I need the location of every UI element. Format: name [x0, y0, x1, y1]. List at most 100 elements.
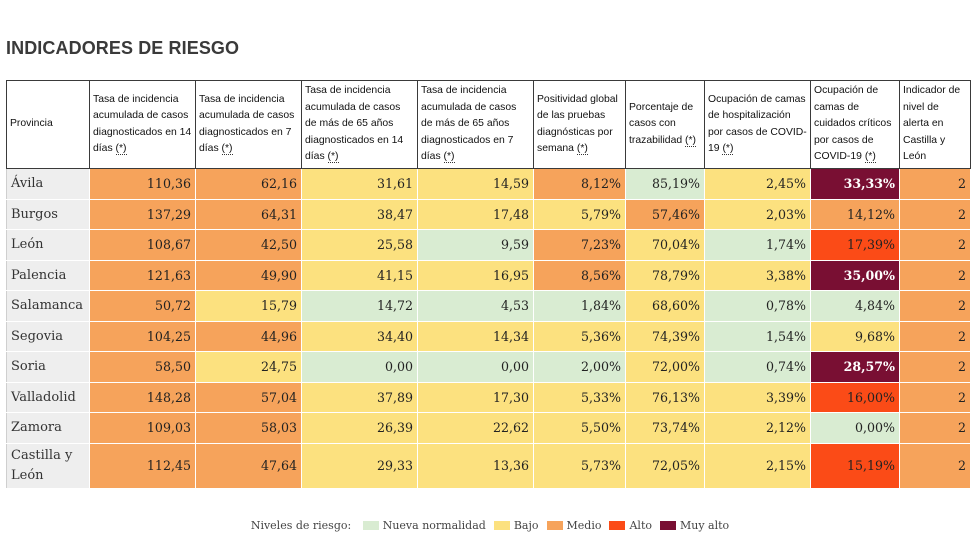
- indicator-cell: 14,34: [417, 320, 534, 352]
- province-name: Soria: [6, 351, 90, 383]
- footnote-link[interactable]: (*): [685, 134, 696, 147]
- column-header-2: Tasa de incidencia acumulada de casos di…: [195, 80, 302, 169]
- indicator-cell: 3,39%: [704, 381, 811, 413]
- legend-item-medio: Medio: [546, 519, 602, 532]
- footnote-link[interactable]: (*): [864, 151, 876, 164]
- table-row: Soria 58,50 24,75 0,00 0,00 2,00% 72,00% 0,74% 2…: [6, 351, 971, 383]
- risk-indicators-table: Provincia Tasa de incidencia acumulada de…: [6, 80, 971, 489]
- legend-swatch: [362, 521, 379, 530]
- column-header-3: Tasa de incidencia acumulada de casos de…: [301, 80, 418, 169]
- indicator-cell: 121,63: [89, 259, 196, 291]
- column-header-0: Provincia: [6, 80, 90, 169]
- table-row: Zamora 109,03 58,03 26,39 22,62 5,50% 73,74% 2,…: [6, 412, 971, 444]
- province-name: León: [6, 229, 90, 261]
- indicator-cell: 28,57%: [810, 351, 900, 383]
- indicator-cell: 72,00%: [625, 351, 705, 383]
- column-header-5: Positividad global de las pruebas diagnó…: [533, 80, 626, 169]
- indicator-cell: 22,62: [417, 412, 534, 444]
- indicator-cell: 14,72: [301, 290, 418, 322]
- legend-item-label: Nueva normalidad: [382, 519, 486, 532]
- column-header-6: Porcentaje de casos con trazabilidad (*): [625, 80, 705, 169]
- indicator-cell: 1,84%: [533, 290, 626, 322]
- indicator-cell: 137,29: [89, 198, 196, 230]
- indicator-cell: 42,50: [195, 229, 302, 261]
- indicator-cell: 2,12%: [704, 412, 811, 444]
- footnote-link[interactable]: (*): [443, 151, 455, 164]
- column-header-text: Ocupación de camas de cuidados críticos …: [814, 85, 892, 163]
- indicator-cell: 5,79%: [533, 198, 626, 230]
- indicator-cell: 85,19%: [625, 168, 705, 200]
- column-header-8: Ocupación de camas de cuidados críticos …: [810, 80, 900, 169]
- indicator-cell: 9,59: [417, 229, 534, 261]
- indicator-cell: 70,04%: [625, 229, 705, 261]
- indicator-cell: 68,60%: [625, 290, 705, 322]
- footnote-link[interactable]: (*): [576, 143, 588, 155]
- indicator-cell: 1,54%: [704, 320, 811, 352]
- indicator-cell: 62,16: [195, 168, 302, 200]
- indicator-cell: 5,73%: [533, 442, 626, 489]
- indicator-cell: 33,33%: [810, 168, 900, 200]
- indicator-cell: 24,75: [195, 351, 302, 383]
- indicator-cell: 110,36: [89, 168, 196, 200]
- indicator-cell: 8,56%: [533, 259, 626, 291]
- indicator-cell: 57,04: [195, 381, 302, 413]
- table-row: León 108,67 42,50 25,58 9,59 7,23% 70,04% 1,74%…: [6, 229, 971, 261]
- indicator-cell: 47,64: [195, 442, 302, 489]
- indicator-cell: 76,13%: [625, 381, 705, 413]
- footnote-link[interactable]: (*): [327, 151, 339, 164]
- indicator-cell: 2: [899, 320, 971, 352]
- indicator-cell: 0,78%: [704, 290, 811, 322]
- province-name: Salamanca: [6, 290, 90, 322]
- indicator-cell: 2: [899, 351, 971, 383]
- indicator-cell: 2: [899, 259, 971, 291]
- indicator-cell: 2,00%: [533, 351, 626, 383]
- indicator-cell: 15,19%: [810, 442, 900, 489]
- indicator-cell: 15,79: [195, 290, 302, 322]
- indicator-cell: 16,95: [417, 259, 534, 291]
- table-row: Palencia 121,63 49,90 41,15 16,95 8,56% 78,79%…: [6, 259, 971, 291]
- footnote-link[interactable]: (*): [221, 143, 233, 155]
- indicator-cell: 74,39%: [625, 320, 705, 352]
- legend-item-label: Medio: [566, 519, 602, 532]
- footnote-link[interactable]: (*): [722, 143, 734, 155]
- indicator-cell: 78,79%: [625, 259, 705, 291]
- table-row: Segovia 104,25 44,96 34,40 14,34 5,36% 74,39% 1…: [6, 320, 971, 352]
- indicator-cell: 3,38%: [704, 259, 811, 291]
- indicator-cell: 44,96: [195, 320, 302, 352]
- indicator-cell: 37,89: [301, 381, 418, 413]
- indicator-cell: 16,00%: [810, 381, 900, 413]
- indicator-cell: 73,74%: [625, 412, 705, 444]
- province-name: Segovia: [6, 320, 90, 352]
- table-row: Burgos 137,29 64,31 38,47 17,48 5,79% 57,46% 2,…: [6, 198, 971, 230]
- table-header-row: Provincia Tasa de incidencia acumulada de…: [6, 80, 971, 169]
- indicator-cell: 26,39: [301, 412, 418, 444]
- indicator-cell: 0,00: [301, 351, 418, 383]
- indicator-cell: 2,03%: [704, 198, 811, 230]
- province-name: Ávila: [6, 168, 90, 200]
- indicator-cell: 7,23%: [533, 229, 626, 261]
- legend-item-muyalto: Muy alto: [660, 519, 729, 532]
- indicator-cell: 35,00%: [810, 259, 900, 291]
- column-header-text: Ocupación de camas de hospitalización po…: [708, 93, 807, 155]
- indicator-cell: 2: [899, 381, 971, 413]
- indicator-cell: 2: [899, 198, 971, 230]
- legend-item-label: Alto: [629, 519, 652, 532]
- legend-swatch: [660, 521, 676, 530]
- indicator-cell: 57,46%: [625, 198, 705, 230]
- legend-item-bajo: Bajo: [493, 519, 539, 532]
- indicator-cell: 2: [899, 290, 971, 322]
- indicator-cell: 2: [899, 412, 971, 444]
- column-header-7: Ocupación de camas de hospitalización po…: [704, 80, 811, 169]
- indicator-cell: 41,15: [301, 259, 418, 291]
- indicator-cell: 17,48: [417, 198, 534, 230]
- column-header-4: Tasa de incidencia acumulada de casos de…: [417, 80, 534, 169]
- indicator-cell: 5,50%: [533, 412, 626, 444]
- column-header-text: Tasa de incidencia acumulada de casos di…: [93, 93, 192, 155]
- indicator-cell: 8,12%: [533, 168, 626, 200]
- indicator-cell: 2: [899, 168, 971, 200]
- footnote-link[interactable]: (*): [115, 143, 127, 155]
- province-name: Zamora: [6, 412, 90, 444]
- table-row: Ávila 110,36 62,16 31,61 14,59 8,12% 85,19% 2,4…: [6, 168, 971, 200]
- column-header-text: Tasa de incidencia acumulada de casos de…: [421, 85, 517, 163]
- risk-legend: Niveles de riesgo: Nueva normalidad Bajo M…: [0, 519, 980, 532]
